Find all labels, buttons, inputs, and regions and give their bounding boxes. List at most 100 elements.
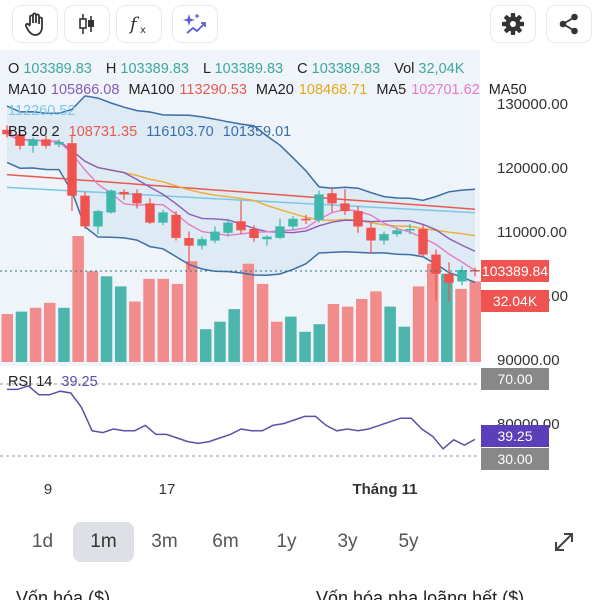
ma100-label: MA100: [128, 82, 175, 98]
volume-bar: [285, 316, 297, 362]
volume-bar: [44, 302, 56, 362]
volume-bar: [29, 307, 42, 362]
candle: [67, 135, 77, 212]
ma20-label: MA20: [255, 82, 294, 98]
ma100-line: [6, 173, 476, 210]
volume-bar: [341, 306, 354, 362]
rsi-path: [7, 384, 476, 450]
bb-mid-value: 108731.35: [68, 124, 138, 140]
ma5-label: MA5: [376, 82, 407, 98]
ai-trend-button[interactable]: [172, 5, 218, 43]
ma-legend: MA10 105866.08 MA100 113290.53 MA20 108468.…: [8, 82, 532, 98]
gear-icon: [502, 13, 524, 35]
candle: [249, 225, 259, 242]
svg-text:39.25: 39.25: [497, 428, 532, 444]
bb-label: BB 20 2: [8, 124, 60, 140]
volume-value: 32,04K: [418, 61, 465, 77]
ma20-value: 108468.71: [298, 82, 368, 98]
volume-bar: [72, 236, 84, 362]
timeframe-3y[interactable]: 3y: [337, 531, 358, 552]
high-label: H: [105, 61, 117, 77]
timeframe-1y[interactable]: 1y: [276, 531, 297, 552]
candle: [93, 209, 103, 235]
price-tag: 103389.84: [481, 260, 549, 282]
settings-button[interactable]: [490, 5, 536, 43]
candle: [106, 189, 116, 214]
timeframe-5y[interactable]: 5y: [398, 531, 419, 552]
y-tick-label: 130000.00: [497, 96, 568, 113]
candlestick-button[interactable]: [64, 5, 110, 43]
candle: [132, 189, 142, 209]
candle: [314, 190, 324, 223]
candle: [366, 222, 376, 254]
bb-upper-value: 116103.70: [146, 124, 214, 140]
ma50-value: 112260.52: [8, 103, 76, 119]
candle: [288, 216, 298, 231]
candle: [158, 209, 168, 226]
rsi-line: [7, 384, 476, 450]
fdv-label: Vốn hóa pha loãng hết ($): [316, 588, 525, 600]
volume-bar: [427, 263, 439, 362]
timeframe-3m[interactable]: 3m: [151, 531, 178, 552]
volume-bar: [157, 278, 169, 362]
chart-area[interactable]: 130000.00120000.00110000.00100000.009000…: [0, 50, 600, 500]
candles: [2, 125, 480, 302]
y-tick-label: 90000.00: [497, 352, 560, 369]
svg-text:x: x: [140, 25, 146, 36]
timeframe-6m[interactable]: 6m: [212, 531, 239, 552]
open-value: 103389.83: [23, 61, 92, 77]
svg-text:f: f: [128, 14, 140, 35]
ma50-legend: 112260.52: [8, 103, 80, 119]
rsi-upper-tag: 70.00: [481, 368, 549, 390]
sparkle-trend-icon: [183, 13, 206, 34]
volume-bar: [171, 283, 184, 362]
svg-text:32.04K: 32.04K: [493, 293, 538, 309]
candle: [262, 235, 272, 246]
volume-bar: [384, 306, 396, 362]
volume-bar: [469, 281, 481, 362]
candle: [340, 189, 350, 215]
rsi-value: 39.25: [61, 374, 98, 390]
candle: [119, 189, 129, 200]
candle: [197, 236, 207, 250]
rsi-legend: RSI 14 39.25: [8, 374, 103, 390]
ma50-line: [6, 186, 476, 214]
function-icon: f x: [128, 14, 146, 36]
bb-upper-line: [6, 95, 476, 202]
volume-bar: [441, 273, 453, 362]
candle: [145, 198, 155, 224]
ma10-value: 105866.08: [50, 82, 120, 98]
x-tick-label: Tháng 11: [352, 481, 417, 498]
candle: [41, 135, 51, 149]
bb-band-area: [7, 95, 475, 283]
y-tick-label: 120000.00: [497, 160, 568, 177]
candle: [405, 223, 415, 235]
volume-tag: 32.04K: [481, 290, 549, 312]
volume-bar: [129, 301, 141, 362]
y-tick-label: 110000.00: [497, 224, 567, 241]
candle: [2, 125, 12, 138]
share-button[interactable]: [546, 5, 592, 43]
candle: [327, 186, 337, 213]
ma10-label: MA10: [8, 82, 46, 98]
hand-tool-button[interactable]: [12, 5, 58, 43]
candle: [210, 226, 220, 244]
ma5-value: 102701.62: [411, 82, 480, 98]
volume-bar: [256, 283, 269, 362]
bb-lower-value: 101359.01: [222, 124, 292, 140]
low-value: 103389.83: [214, 61, 284, 77]
timeframe-1m[interactable]: 1m: [73, 522, 134, 562]
candle: [444, 262, 454, 302]
low-label: L: [202, 61, 211, 77]
timeframe-1d[interactable]: 1d: [31, 531, 54, 552]
candle: [301, 214, 311, 224]
expand-icon[interactable]: [550, 528, 578, 556]
candle: [275, 218, 285, 240]
volume-bar: [214, 321, 226, 362]
indicator-button[interactable]: f x: [116, 5, 162, 43]
volume-bar: [370, 291, 382, 362]
svg-text:103389.84: 103389.84: [482, 263, 548, 279]
candle: [392, 227, 402, 237]
volume-bar: [313, 324, 325, 362]
